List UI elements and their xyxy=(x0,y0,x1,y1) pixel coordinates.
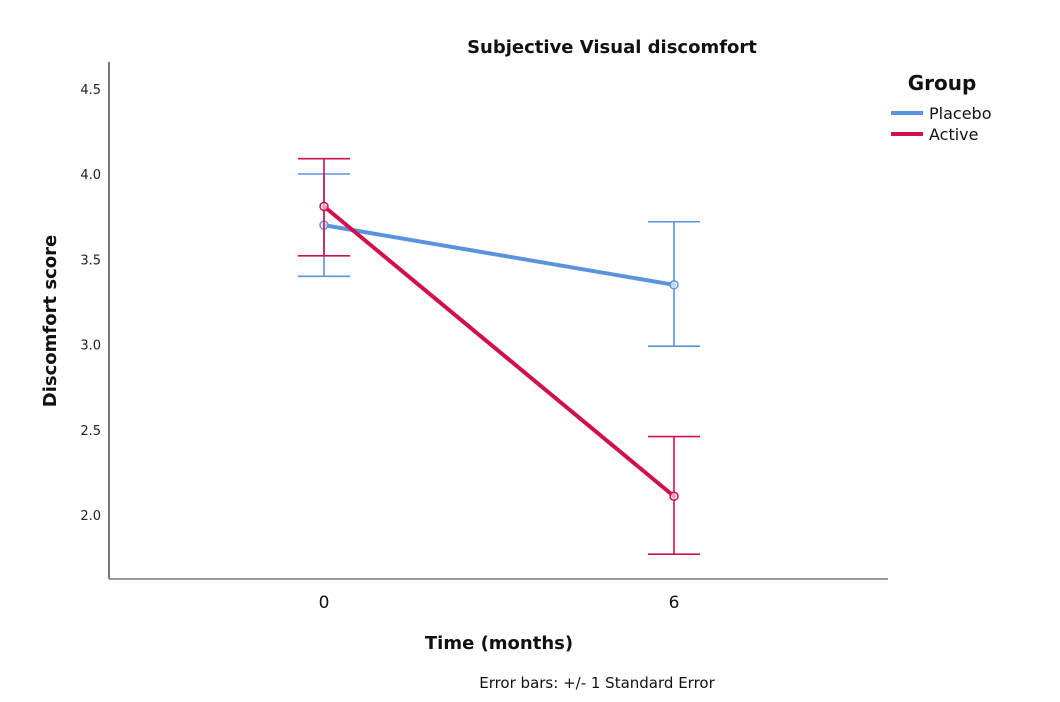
y-tick-label: 4.5 xyxy=(80,83,101,98)
series-line xyxy=(322,223,676,287)
series-placebo xyxy=(298,173,700,348)
legend-label: Placebo xyxy=(929,104,991,123)
y-tick-label: 3.0 xyxy=(80,339,101,354)
x-axis-label: Time (months) xyxy=(425,633,573,654)
y-axis-label: Discomfort score xyxy=(40,235,61,407)
chart-title: Subjective Visual discomfort xyxy=(467,37,757,58)
y-tick-label: 2.0 xyxy=(80,509,101,524)
y-tick-label: 3.5 xyxy=(80,253,101,268)
y-tick-label: 2.5 xyxy=(80,424,101,439)
legend-item-placebo: Placebo xyxy=(891,104,991,123)
series-active xyxy=(298,157,700,556)
series-line xyxy=(322,204,676,499)
error-bar-note: Error bars: +/- 1 Standard Error xyxy=(479,674,715,692)
axes xyxy=(108,62,888,580)
legend: Group Placebo Active xyxy=(891,71,991,144)
x-tick-label: 0 xyxy=(319,593,330,613)
data-point-marker xyxy=(669,280,679,290)
y-tick-label: 4.0 xyxy=(80,168,101,183)
y-tick-labels: 2.0 2.5 3.0 3.5 4.0 4.5 xyxy=(80,83,101,524)
x-tick-label: 6 xyxy=(669,593,680,613)
legend-item-active: Active xyxy=(891,125,979,144)
legend-label: Active xyxy=(929,125,979,144)
series-group xyxy=(298,157,700,556)
legend-title: Group xyxy=(908,71,977,95)
data-point-marker xyxy=(669,491,679,501)
data-point-marker xyxy=(319,201,329,212)
